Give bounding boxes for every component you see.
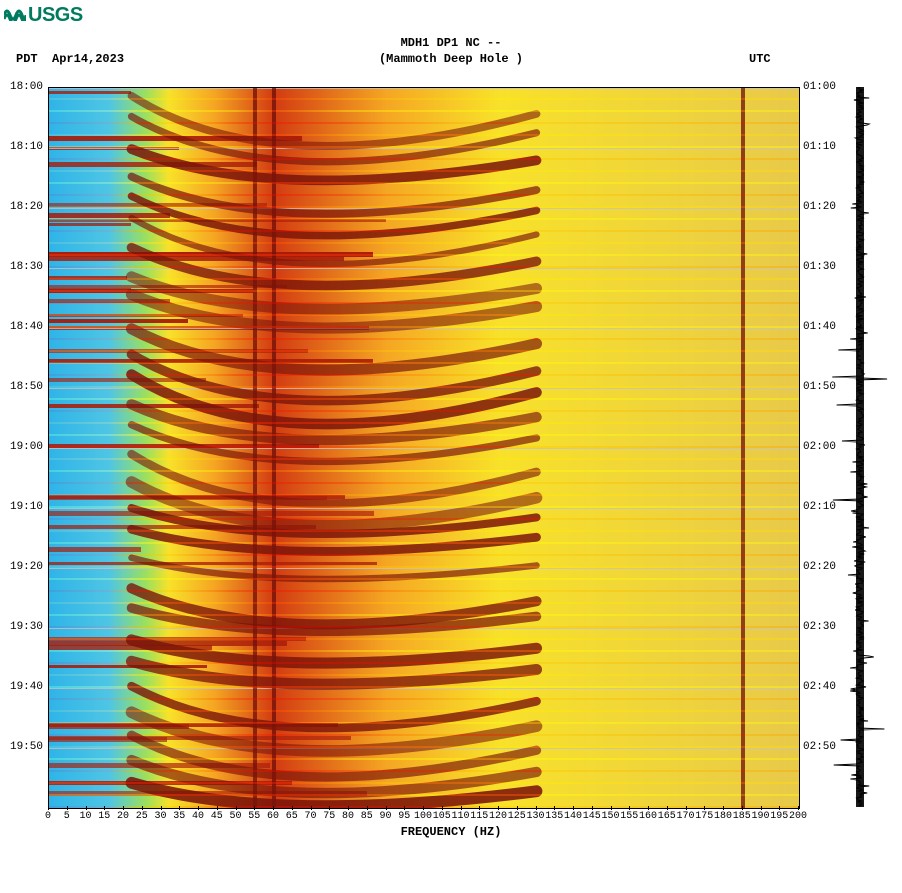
x-tick: 35 xyxy=(173,811,185,822)
x-tick: 95 xyxy=(398,811,410,822)
x-tick: 200 xyxy=(789,811,807,822)
x-tick: 140 xyxy=(564,811,582,822)
y-tick-left: 18:40 xyxy=(10,321,43,333)
y-tick-left: 19:00 xyxy=(10,441,43,453)
date-text: Apr14,2023 xyxy=(52,52,124,66)
y-tick-left: 19:10 xyxy=(10,501,43,513)
right-tz-label: UTC xyxy=(749,52,771,66)
x-tick: 120 xyxy=(489,811,507,822)
x-tick: 70 xyxy=(304,811,316,822)
spectrogram-canvas xyxy=(48,87,800,809)
seismogram-svg xyxy=(830,87,890,807)
x-tick: 130 xyxy=(526,811,544,822)
x-tick: 100 xyxy=(414,811,432,822)
tz-left-text: PDT xyxy=(16,52,38,66)
wave-icon xyxy=(4,4,26,27)
left-tz-label: PDT Apr14,2023 xyxy=(16,52,124,66)
y-tick-left: 18:50 xyxy=(10,381,43,393)
x-tick: 80 xyxy=(342,811,354,822)
x-tick: 155 xyxy=(620,811,638,822)
x-tick: 20 xyxy=(117,811,129,822)
x-tick: 65 xyxy=(286,811,298,822)
x-tick: 185 xyxy=(733,811,751,822)
y-tick-left: 19:20 xyxy=(10,561,43,573)
x-tick: 5 xyxy=(64,811,70,822)
x-axis-label: FREQUENCY (HZ) xyxy=(0,825,902,839)
x-tick: 10 xyxy=(79,811,91,822)
x-tick: 30 xyxy=(154,811,166,822)
x-tick: 90 xyxy=(379,811,391,822)
x-tick: 135 xyxy=(545,811,563,822)
y-tick-left: 18:00 xyxy=(10,81,43,93)
spectrogram-plot: 0510152025303540455055606570758085909510… xyxy=(48,87,798,807)
y-tick-left: 18:30 xyxy=(10,261,43,273)
x-tick: 165 xyxy=(658,811,676,822)
x-tick: 160 xyxy=(639,811,657,822)
seismogram-trace xyxy=(830,87,890,807)
x-tick: 145 xyxy=(583,811,601,822)
y-tick-left: 19:30 xyxy=(10,621,43,633)
x-tick: 45 xyxy=(211,811,223,822)
x-tick: 105 xyxy=(433,811,451,822)
y-tick-left: 18:20 xyxy=(10,201,43,213)
x-tick: 110 xyxy=(451,811,469,822)
x-tick: 50 xyxy=(229,811,241,822)
y-tick-left: 19:40 xyxy=(10,681,43,693)
x-tick: 75 xyxy=(323,811,335,822)
x-tick: 0 xyxy=(45,811,51,822)
x-tick: 55 xyxy=(248,811,260,822)
x-tick: 15 xyxy=(98,811,110,822)
x-tick: 190 xyxy=(751,811,769,822)
x-tick: 175 xyxy=(695,811,713,822)
logo-text: USGS xyxy=(28,4,83,26)
x-tick: 115 xyxy=(470,811,488,822)
usgs-logo: USGS xyxy=(4,4,83,27)
x-tick: 180 xyxy=(714,811,732,822)
x-tick: 150 xyxy=(601,811,619,822)
x-tick: 25 xyxy=(136,811,148,822)
title-line-1: MDH1 DP1 NC -- xyxy=(401,36,502,50)
title-line-2: (Mammoth Deep Hole ) xyxy=(379,52,523,66)
x-tick: 125 xyxy=(508,811,526,822)
x-tick: 40 xyxy=(192,811,204,822)
x-tick: 195 xyxy=(770,811,788,822)
x-tick: 85 xyxy=(361,811,373,822)
y-tick-left: 18:10 xyxy=(10,141,43,153)
x-tick: 60 xyxy=(267,811,279,822)
y-tick-left: 19:50 xyxy=(10,741,43,753)
x-tick: 170 xyxy=(676,811,694,822)
